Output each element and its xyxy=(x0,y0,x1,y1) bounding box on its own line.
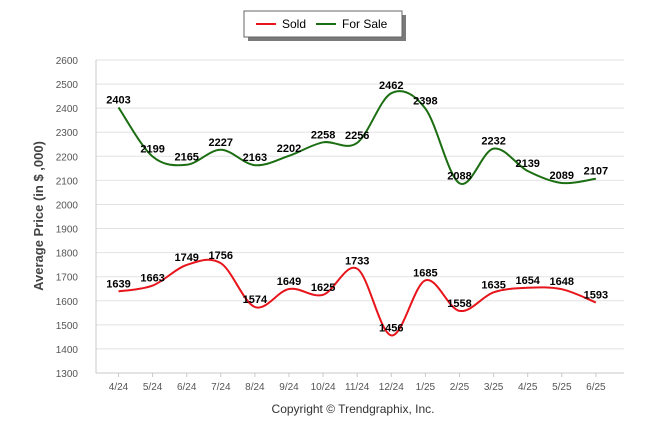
series-line-sold xyxy=(118,258,597,337)
y-tick-2400: 2400 xyxy=(56,104,79,115)
data-label-sold-8: 1456 xyxy=(379,322,403,334)
data-label-sold-1: 1663 xyxy=(140,273,164,285)
y-tick-1700: 1700 xyxy=(56,273,79,284)
x-tick-2-25: 2/25 xyxy=(450,382,470,393)
data-label-sold-10: 1558 xyxy=(447,298,471,310)
copyright-credit: Copyright © Trendgraphix, Inc. xyxy=(272,402,435,416)
x-tick-10-24: 10/24 xyxy=(311,382,336,393)
x-tick-6-25: 6/25 xyxy=(586,382,606,393)
y-tick-2100: 2100 xyxy=(56,176,79,187)
data-label-sold-4: 1574 xyxy=(243,294,268,306)
data-label-sold-2: 1749 xyxy=(174,252,198,264)
data-label-for-sale-12: 2139 xyxy=(515,158,539,170)
data-label-for-sale-8: 2462 xyxy=(379,80,403,92)
y-tick-1600: 1600 xyxy=(56,297,79,308)
x-tick-5-24: 5/24 xyxy=(143,382,163,393)
x-tick-8-24: 8/24 xyxy=(245,382,265,393)
data-label-sold-7: 1733 xyxy=(345,256,369,268)
x-tick-11-24: 11/24 xyxy=(345,382,370,393)
data-label-sold-5: 1649 xyxy=(277,276,301,288)
data-label-for-sale-1: 2199 xyxy=(140,144,164,156)
gridlines xyxy=(96,59,624,350)
legend: Sold For Sale xyxy=(243,10,406,41)
data-label-for-sale-9: 2398 xyxy=(413,96,437,108)
y-tick-2500: 2500 xyxy=(56,80,79,91)
y-tick-1400: 1400 xyxy=(56,345,79,356)
data-label-for-sale-7: 2256 xyxy=(345,130,369,142)
data-label-sold-6: 1625 xyxy=(311,282,335,294)
data-label-sold-13: 1648 xyxy=(550,276,574,288)
y-tick-1800: 1800 xyxy=(56,249,79,260)
y-tick-2300: 2300 xyxy=(56,128,79,139)
series-lines xyxy=(117,90,597,337)
data-label-for-sale-10: 2088 xyxy=(447,170,471,182)
data-label-for-sale-0: 2403 xyxy=(106,94,130,106)
y-tick-1500: 1500 xyxy=(56,321,79,332)
x-tick-9-24: 9/24 xyxy=(279,382,299,393)
data-label-for-sale-13: 2089 xyxy=(550,170,574,182)
data-labels: 1639 1663 1749 1756 1574 1649 1625 1733 1456 1685… xyxy=(106,80,608,334)
data-label-for-sale-5: 2202 xyxy=(277,143,301,155)
y-tick-2600: 2600 xyxy=(56,56,79,67)
data-label-for-sale-3: 2227 xyxy=(209,137,233,149)
data-label-for-sale-6: 2258 xyxy=(311,129,335,141)
y-tick-1900: 1900 xyxy=(56,225,79,236)
data-label-for-sale-4: 2163 xyxy=(243,152,267,164)
x-tick-4-25: 4/25 xyxy=(518,382,538,393)
x-tick-6-24: 6/24 xyxy=(177,382,197,393)
x-tick-3-25: 3/25 xyxy=(484,382,504,393)
data-label-sold-12: 1654 xyxy=(515,275,540,287)
y-tick-1300: 1300 xyxy=(56,369,79,380)
legend-sold-label: Sold xyxy=(282,17,306,31)
data-label-sold-0: 1639 xyxy=(106,278,130,290)
x-tick-1-25: 1/25 xyxy=(416,382,436,393)
data-label-sold-3: 1756 xyxy=(209,250,233,262)
y-tick-labels: 1300 1400 1500 1600 1700 1800 1900 2000 2100 2200… xyxy=(56,56,79,380)
legend-for-sale-label: For Sale xyxy=(342,17,388,31)
y-axis-title: Average Price (in $ ,000) xyxy=(31,141,46,291)
data-label-sold-14: 1593 xyxy=(584,289,608,301)
x-tick-4-24: 4/24 xyxy=(109,382,129,393)
x-tick-12-24: 12/24 xyxy=(379,382,404,393)
y-tick-2000: 2000 xyxy=(56,200,79,211)
x-tick-5-25: 5/25 xyxy=(552,382,572,393)
x-tick-7-24: 7/24 xyxy=(211,382,231,393)
data-label-sold-9: 1685 xyxy=(413,267,437,279)
x-tick-labels: 4/24 5/24 6/24 7/24 8/24 9/24 10/24 11/24 12/24 1… xyxy=(109,373,606,393)
data-label-for-sale-2: 2165 xyxy=(174,152,198,164)
data-label-for-sale-11: 2232 xyxy=(481,136,505,148)
data-label-sold-11: 1635 xyxy=(481,279,505,291)
data-label-for-sale-14: 2107 xyxy=(584,166,608,178)
series-line-for-sale xyxy=(117,90,597,185)
y-tick-2200: 2200 xyxy=(56,152,79,163)
